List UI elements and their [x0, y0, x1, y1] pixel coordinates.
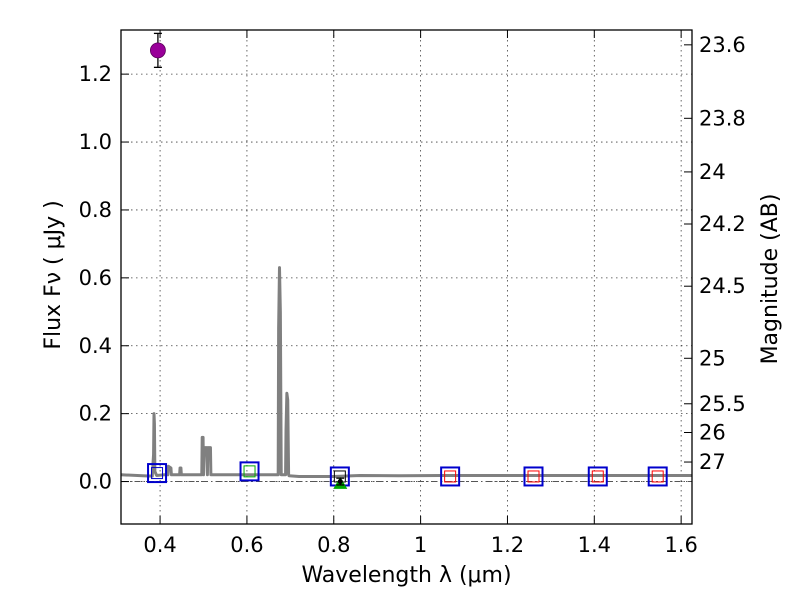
- model-flux-inner-square: [527, 470, 540, 483]
- tick-labels-group: 0.4 0.6 0.8 1 1.2 1.4 1.6 0.0 0.2 0.4 0.6 0.8 1.0 1.2…: [79, 33, 746, 557]
- model-flux-square: [587, 466, 608, 487]
- y-tick-label: 0.4: [79, 334, 112, 358]
- model-flux-inner-square: [151, 467, 164, 480]
- plot-frame: [120, 29, 693, 525]
- x-tick-label: 0.8: [317, 533, 350, 557]
- right-tick-label: 27: [699, 450, 726, 474]
- model-flux-inner-square: [243, 465, 256, 478]
- y-axis-label: Flux Fν ( μJy ): [41, 200, 66, 349]
- model-flux-square: [523, 466, 544, 487]
- observed-flux-point: [150, 42, 166, 59]
- x-tick-label: 0.6: [230, 533, 263, 557]
- x-tick-label: 1: [414, 533, 427, 557]
- spectrum-line: [120, 266, 692, 478]
- right-tick-label: 23.6: [699, 33, 746, 57]
- spectrum-group: [120, 266, 692, 478]
- y-tick-label: 0.0: [79, 470, 112, 494]
- x-tick-label: 1.4: [578, 533, 611, 557]
- observed-group: [150, 32, 348, 489]
- model-flux-square: [647, 466, 668, 487]
- right-tick-label: 24: [699, 160, 726, 184]
- right-tick-label: 25.5: [699, 392, 746, 416]
- model-flux-square: [440, 466, 461, 487]
- model-flux-group: [147, 461, 668, 487]
- model-flux-square: [147, 463, 168, 484]
- x-axis-label: Wavelength λ (μm): [301, 563, 511, 588]
- model-flux-inner-square: [444, 470, 457, 483]
- model-flux-inner-square: [651, 470, 664, 483]
- model-flux-inner-square: [591, 470, 604, 483]
- right-tick-label: 25: [699, 346, 726, 370]
- right-tick-label: 24.5: [699, 274, 746, 298]
- x-tick-label: 1.6: [664, 533, 697, 557]
- ticks-group: [121, 30, 692, 524]
- right-tick-label: 24.2: [699, 212, 746, 236]
- right-tick-label: 23.8: [699, 106, 746, 130]
- right-tick-label: 26: [699, 420, 726, 444]
- x-tick-label: 1.2: [491, 533, 524, 557]
- y-tick-label: 1.2: [79, 62, 112, 86]
- detection-marker: [337, 479, 343, 485]
- y-tick-label: 0.6: [79, 266, 112, 290]
- right-axis-label: Magnitude (AB): [758, 194, 783, 365]
- y-tick-label: 0.8: [79, 198, 112, 222]
- x-tick-label: 0.4: [143, 533, 176, 557]
- grid: [121, 30, 692, 524]
- y-tick-label: 0.2: [79, 402, 112, 426]
- y-tick-label: 1.0: [79, 130, 112, 154]
- model-flux-square: [239, 461, 260, 482]
